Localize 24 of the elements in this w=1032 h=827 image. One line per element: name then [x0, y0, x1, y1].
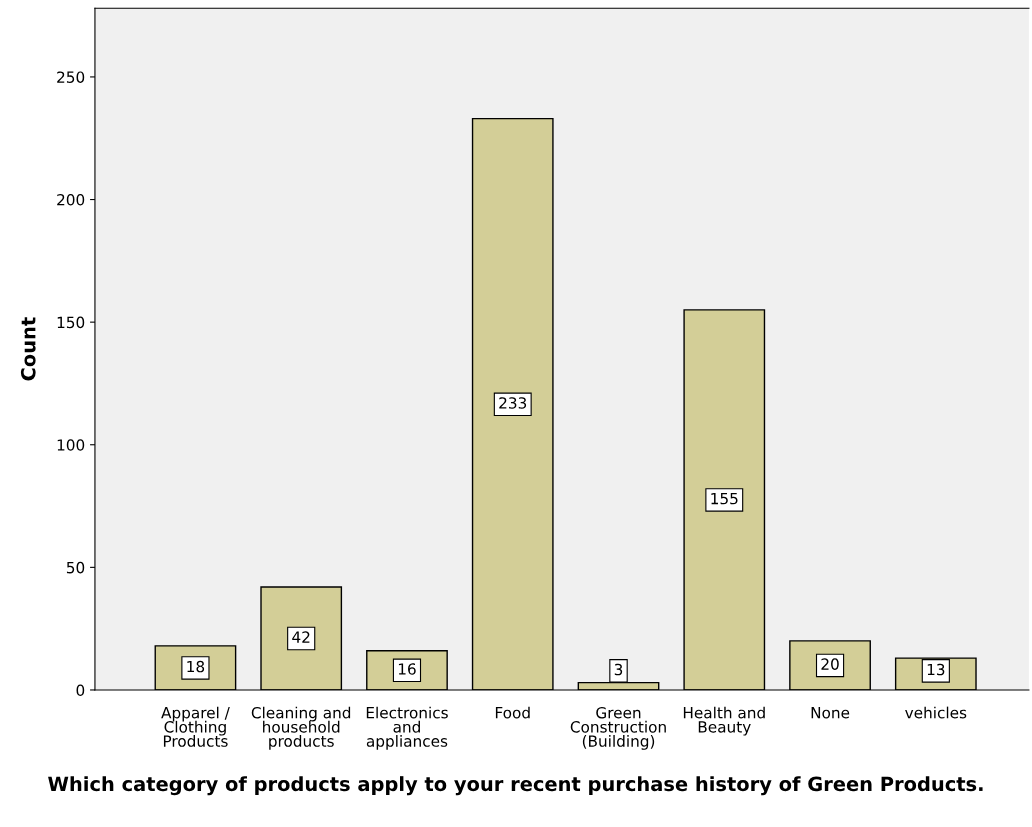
- y-tick-label: 250: [57, 71, 85, 83]
- data-label: 42: [292, 631, 310, 643]
- y-tick-label: 0: [76, 684, 85, 696]
- data-label: 13: [927, 663, 945, 676]
- x-tick-label: Green Construction (Building): [570, 706, 666, 750]
- y-tick-label: 150: [57, 316, 85, 329]
- x-tick-label: None: [811, 707, 850, 719]
- y-axis-title: Count: [20, 317, 36, 381]
- x-tick-label: vehicles: [905, 706, 967, 719]
- y-tick-label: 50: [66, 561, 85, 574]
- data-label: 18: [187, 660, 205, 673]
- data-label: 20: [821, 658, 839, 670]
- x-tick-label: Cleaning and household products: [251, 706, 351, 750]
- data-label: 3: [614, 663, 623, 676]
- y-tick-label: 100: [57, 439, 85, 451]
- x-tick-label: Electronics and appliances: [366, 706, 448, 750]
- data-label: 155: [711, 493, 738, 505]
- x-axis-title: Which category of products apply to your recent purchase history of Green Products.: [48, 776, 983, 796]
- x-tick-label: Health and Beauty: [683, 706, 765, 736]
- x-tick-label: Food: [495, 706, 530, 719]
- data-label: 16: [398, 663, 416, 675]
- y-tick-label: 200: [57, 194, 85, 206]
- x-tick-label: Apparel / Clothing Products: [161, 706, 230, 747]
- data-label: 233: [499, 397, 527, 409]
